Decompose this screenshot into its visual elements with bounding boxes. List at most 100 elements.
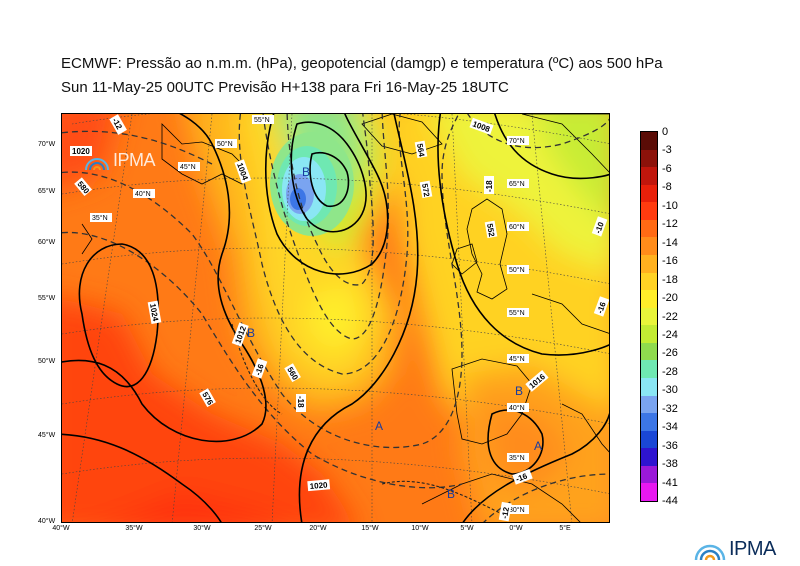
- geopotential-label: 564: [415, 143, 426, 158]
- colorbar-swatch: [641, 149, 657, 168]
- lon-axis-label: 5°E: [559, 525, 571, 532]
- isobars: [62, 114, 609, 522]
- colorbar-tick-label: -28: [662, 365, 678, 378]
- colorbar-swatch: [641, 237, 657, 256]
- colorbar-tick-label: -30: [662, 384, 678, 397]
- colorbar-swatch: [641, 342, 657, 361]
- colorbar-tick-label: -16: [662, 255, 678, 268]
- colorbar-tick-label: -38: [662, 458, 678, 471]
- isotherm-label: -18: [485, 180, 494, 192]
- geopotential-label: 572: [420, 183, 431, 198]
- lon-axis-label: 30°W: [193, 525, 211, 532]
- lat-axis-label: 65°W: [38, 188, 56, 195]
- grid-label: 50°N: [509, 266, 525, 274]
- high-pressure-label: A: [375, 419, 383, 433]
- weather-map: B B B B A A 55°N 50°N 45°N 40°N 35°N 65°…: [61, 113, 610, 523]
- isotherm-label: -16: [595, 300, 608, 314]
- colorbar-tick-label: -36: [662, 439, 678, 452]
- lat-axis-label: 70°W: [38, 141, 56, 148]
- colorbar-swatch: [641, 219, 657, 238]
- colorbar-swatch: [641, 307, 657, 326]
- isotherm-label: -16: [253, 362, 266, 376]
- colorbar-swatch: [641, 395, 657, 414]
- colorbar-swatch: [641, 448, 657, 467]
- colorbar-tick-label: -20: [662, 292, 678, 305]
- map-watermark-logo: IPMA: [84, 150, 156, 171]
- lon-axis-label: 20°W: [309, 525, 327, 532]
- isotherms: [231, 323, 503, 515]
- colorbar-tick-label: -6: [662, 162, 672, 175]
- graticule: [62, 114, 609, 522]
- colorbar-tick-label: 0: [662, 126, 669, 138]
- lon-axis-label: 40°W: [52, 525, 70, 532]
- lat-axis-label: 45°W: [38, 432, 56, 439]
- lat-axis-label: 55°W: [38, 295, 56, 302]
- colorbar-tick-label: -14: [662, 236, 678, 249]
- colorbar-swatch: [641, 413, 657, 432]
- ipma-logo-icon: [85, 157, 109, 170]
- colorbar-tick-label: -8: [662, 181, 672, 194]
- colorbar-swatch: [641, 167, 657, 186]
- low-pressure-label: B: [515, 384, 523, 398]
- colorbar-swatch: [641, 202, 657, 221]
- ipma-logo: IPMA: [694, 538, 776, 561]
- low-pressure-label: B: [247, 326, 255, 340]
- grid-label: 35°N: [92, 214, 108, 222]
- logo-text: IPMA: [113, 150, 156, 170]
- grid-label: 30°N: [509, 506, 525, 514]
- colorbar-tick-label: -34: [662, 421, 678, 434]
- colorbar-swatch: [641, 483, 657, 502]
- colorbar-swatch: [641, 465, 657, 484]
- isobar-label: 1020: [309, 480, 328, 491]
- chart-subtitle: Sun 11-May-25 00UTC Previsão H+138 para …: [61, 79, 509, 96]
- low-pressure-label: B: [302, 165, 310, 179]
- isotherm-label: -18: [296, 396, 305, 408]
- colorbar-tick-label: -32: [662, 402, 678, 415]
- colorbar-tick-label: -3: [662, 144, 672, 157]
- isotherm-label: -16: [515, 471, 529, 484]
- high-pressure-label: A: [534, 439, 542, 453]
- lon-axis-label: 25°W: [254, 525, 272, 532]
- colorbar-swatch: [641, 378, 657, 397]
- ipma-logo-icon: [694, 544, 726, 560]
- lon-axis-label: 35°W: [125, 525, 143, 532]
- colorbar-swatch: [641, 272, 657, 291]
- colorbar-swatch: [641, 255, 657, 274]
- grid-label: 45°N: [180, 163, 196, 171]
- colorbar-swatch: [641, 360, 657, 379]
- pressure-centres: B B B B A A: [247, 165, 542, 501]
- colorbar-tick-label: -10: [662, 199, 678, 212]
- colorbar-swatch: [641, 290, 657, 309]
- colorbar-swatch: [641, 325, 657, 344]
- grid-label: 35°N: [509, 454, 525, 462]
- colorbar-swatch: [641, 132, 657, 151]
- colorbar: [640, 131, 658, 502]
- grid-label: 60°N: [509, 223, 525, 231]
- lat-axis-label: 60°W: [38, 239, 56, 246]
- isobar-label: 1020: [72, 147, 90, 156]
- grid-label: 50°N: [217, 140, 233, 148]
- grid-label: 40°N: [135, 190, 151, 198]
- colorbar-tick-label: -26: [662, 347, 678, 360]
- colorbar-tick-label: -44: [662, 495, 678, 507]
- lon-axis-label: 15°W: [361, 525, 379, 532]
- chart-title: ECMWF: Pressão ao n.m.m. (hPa), geopoten…: [61, 55, 663, 72]
- geopotential-label: 552: [485, 223, 496, 238]
- isotherm-label: -12: [500, 506, 511, 519]
- lon-axis-label: 0°W: [509, 525, 523, 532]
- grid-label: 45°N: [509, 355, 525, 363]
- isotherm-label: -10: [593, 220, 606, 234]
- grid-label: 55°N: [254, 116, 270, 124]
- colorbar-tick-label: -24: [662, 328, 678, 341]
- grid-label: 40°N: [509, 404, 525, 412]
- lat-axis-label: 40°W: [38, 518, 56, 525]
- grid-label: 65°N: [509, 180, 525, 188]
- isobar-label: 1024: [148, 303, 160, 323]
- lat-axis-label: 50°W: [38, 358, 56, 365]
- colorbar-tick-label: -12: [662, 218, 678, 231]
- colorbar-tick-label: -22: [662, 310, 678, 323]
- coastlines: [81, 114, 609, 522]
- colorbar-tick-label: -18: [662, 273, 678, 286]
- grid-label: 55°N: [509, 309, 525, 317]
- lon-axis-label: 10°W: [411, 525, 429, 532]
